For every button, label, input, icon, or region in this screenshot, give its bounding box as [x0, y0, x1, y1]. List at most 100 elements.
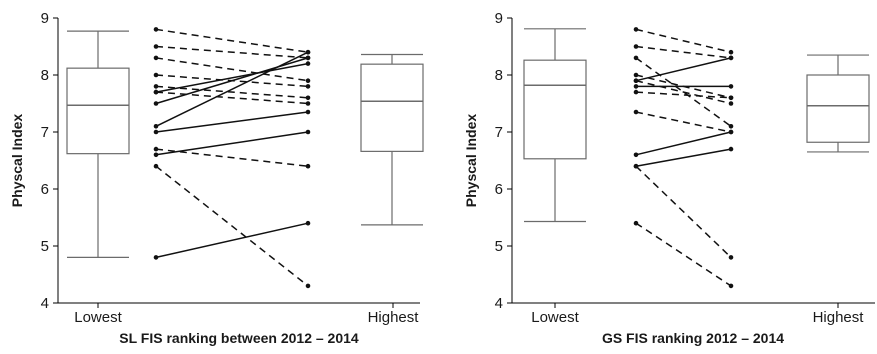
iqr-box	[806, 74, 870, 143]
pair-start-point	[633, 78, 639, 83]
panel2-y-tick-label: 7	[495, 124, 503, 141]
dashed-pair-line	[635, 165, 732, 258]
panel1-y-tick-label: 5	[41, 238, 49, 255]
panel1-plot: 4 5 6 7 8 9 Lowest Highest SL FIS ranking betwee…	[9, 10, 424, 346]
dashed-pair-line	[155, 45, 309, 59]
solid-pair-line	[635, 57, 732, 82]
pair-end-point	[728, 55, 734, 61]
pair-start-point	[633, 163, 639, 169]
panel2-paired-lines	[633, 27, 734, 289]
panel1-paired-lines	[153, 27, 311, 289]
dashed-pair-line	[635, 222, 732, 287]
solid-pair-line	[155, 57, 309, 105]
solid-pair-line	[635, 131, 732, 156]
pair-end-point	[728, 84, 734, 89]
pair-start-point	[153, 72, 159, 78]
pair-start-point	[153, 27, 159, 32]
pair-end-point	[305, 129, 311, 135]
panel2-y-axis-title: Physcal Index	[463, 114, 479, 208]
pair-start-point	[633, 44, 639, 49]
pair-start-point	[633, 109, 639, 115]
pair-start-point	[153, 44, 159, 49]
panel2-y-tick-label: 4	[495, 295, 503, 312]
pair-start-point	[153, 146, 159, 152]
panel1-y-tick-label: 7	[41, 124, 49, 141]
dashed-pair-line	[155, 148, 309, 167]
dashed-pair-line	[635, 91, 732, 99]
panel2-plot: 4 5 6 7 8 9 Lowest Highest GS FIS ranking 2012 –…	[463, 10, 875, 346]
pair-start-point	[153, 101, 159, 106]
dashed-pair-line	[155, 28, 309, 53]
iqr-box	[523, 59, 587, 160]
pair-end-point	[728, 95, 734, 101]
pair-end-point	[305, 283, 311, 289]
pair-end-point	[728, 101, 734, 106]
pair-start-point	[153, 129, 159, 135]
pair-start-point	[633, 84, 639, 89]
iqr-box	[66, 67, 130, 155]
panel2-y-tick-label: 6	[495, 181, 503, 198]
panel1-category-label: Lowest	[74, 309, 122, 326]
pair-end-point	[305, 84, 311, 89]
dashed-pair-line	[155, 85, 309, 99]
pair-start-point	[153, 55, 159, 61]
pair-end-point	[305, 95, 311, 101]
panel2-category-label: Lowest	[531, 309, 579, 326]
pair-start-point	[153, 124, 159, 129]
panel1-y-tick-label: 6	[41, 181, 49, 198]
panel2-y-tick-label: 9	[495, 10, 503, 27]
pair-start-point	[633, 220, 639, 226]
pair-start-point	[153, 84, 159, 89]
pair-start-point	[633, 72, 639, 78]
dashed-pair-line	[635, 45, 732, 59]
pair-end-point	[305, 109, 311, 115]
panel1-y-tick-label: 8	[41, 67, 49, 84]
pair-end-point	[728, 255, 734, 260]
pair-end-point	[305, 61, 311, 66]
panel1-boxplot-lowest	[66, 30, 130, 258]
pair-start-point	[153, 163, 159, 169]
pair-end-point	[305, 163, 311, 169]
panel2-x-axis-title: GS FIS ranking 2012 – 2014	[602, 330, 784, 346]
dashed-pair-line	[155, 91, 309, 105]
pair-end-point	[728, 129, 734, 135]
panel2-y-tick-label: 5	[495, 238, 503, 255]
panel1-x-axis-title: SL FIS ranking between 2012 – 2014	[119, 330, 359, 346]
pair-end-point	[728, 283, 734, 289]
pair-end-point	[728, 146, 734, 152]
dashed-pair-line	[635, 111, 732, 133]
solid-pair-line	[155, 131, 309, 156]
solid-pair-line	[155, 51, 309, 127]
pair-start-point	[153, 89, 159, 95]
panel2-boxplot-highest	[806, 54, 870, 153]
pair-start-point	[153, 152, 159, 158]
panel1-category-label: Highest	[368, 309, 420, 326]
dashed-pair-line	[635, 28, 732, 53]
dashed-pair-line	[155, 165, 309, 287]
pair-start-point	[153, 255, 159, 260]
pair-end-point	[305, 55, 311, 61]
panel2-y-tick-label: 8	[495, 67, 503, 84]
solid-pair-line	[155, 62, 309, 93]
dashed-pair-line	[635, 79, 732, 105]
pair-start-point	[633, 27, 639, 32]
dashed-pair-line	[635, 57, 732, 127]
panel1-y-tick-label: 9	[41, 10, 49, 27]
pair-end-point	[305, 49, 311, 55]
pair-start-point	[633, 89, 639, 95]
solid-pair-line	[155, 111, 309, 133]
solid-pair-line	[635, 148, 732, 167]
pair-end-point	[305, 220, 311, 226]
pair-end-point	[305, 78, 311, 83]
panel1-boxplot-highest	[360, 53, 424, 226]
pair-end-point	[305, 101, 311, 106]
panel1-y-tick-label: 4	[41, 295, 49, 312]
pair-end-point	[728, 124, 734, 129]
pair-start-point	[633, 152, 639, 158]
pair-end-point	[728, 49, 734, 55]
panel2-boxplot-lowest	[523, 28, 587, 223]
pair-start-point	[633, 55, 639, 61]
dashed-pair-line	[155, 57, 309, 82]
panel2-category-label: Highest	[813, 309, 865, 326]
